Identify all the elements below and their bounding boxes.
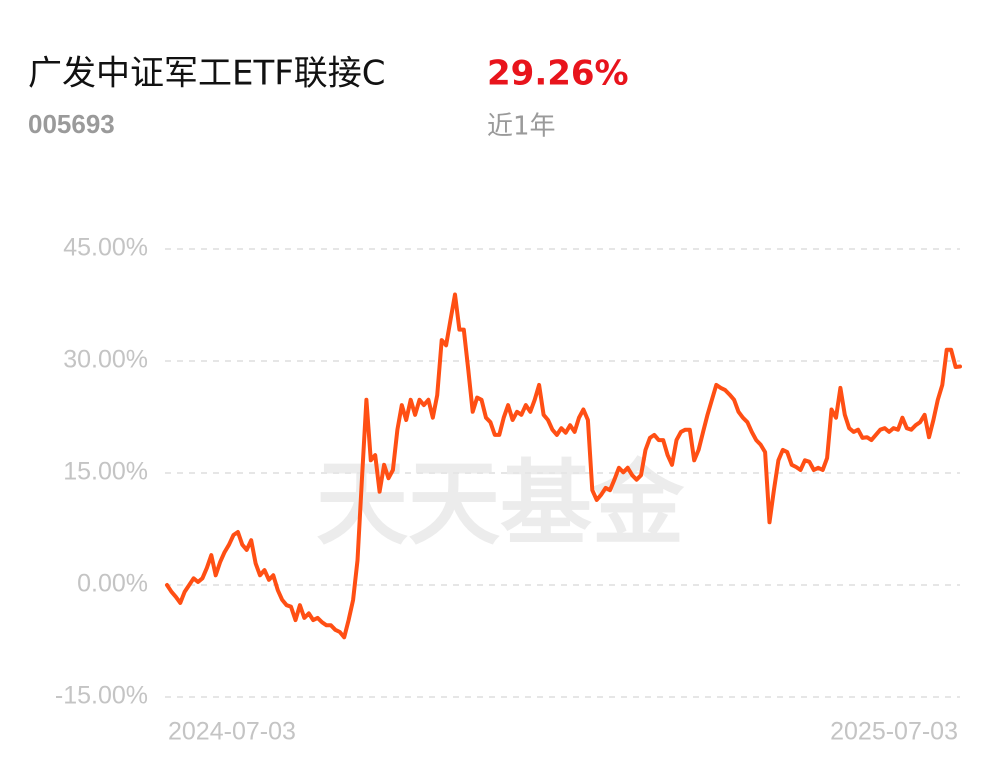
watermark: 天天基金 (316, 450, 685, 558)
y-tick-label: 45.00% (63, 234, 148, 262)
x-tick-label: 2024-07-03 (168, 718, 296, 746)
fund-title: 广发中证军工ETF联接C (28, 54, 386, 94)
nav-line (165, 292, 962, 640)
y-tick-label: 15.00% (63, 458, 148, 486)
y-tick-label: 30.00% (63, 346, 148, 374)
period: 近1年 (487, 112, 556, 142)
x-tick-label: 2025-07-03 (830, 718, 958, 746)
fund-return: 29.26% (487, 54, 629, 94)
y-tick-label: 0.00% (77, 570, 148, 598)
y-tick-label: -15.00% (55, 682, 148, 710)
fund-code: 005693 (28, 109, 115, 139)
